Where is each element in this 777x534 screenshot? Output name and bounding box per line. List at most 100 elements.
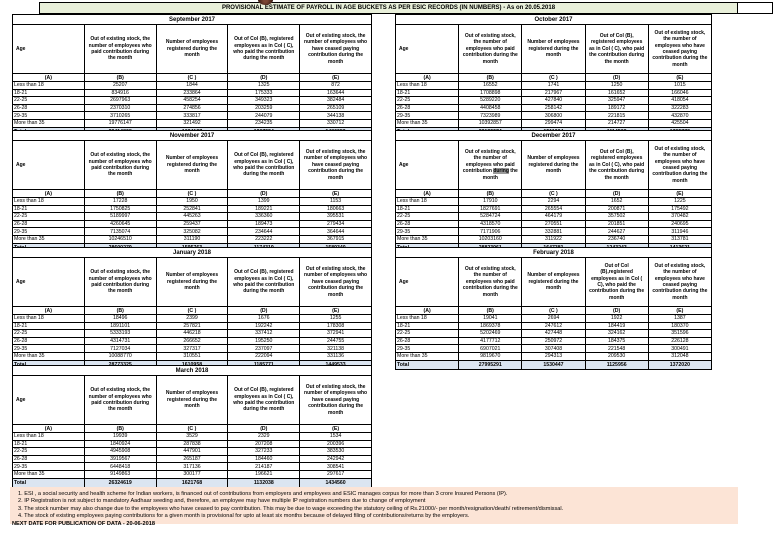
- value-cell: 257821: [155, 321, 229, 331]
- value-cell: 418054: [647, 96, 713, 105]
- table-body: Less than 18 19939 3529 2329 1534 18-21 184092…: [12, 432, 372, 479]
- value-cell: 200871: [584, 204, 649, 214]
- age-bucket-label: 18-21: [12, 204, 85, 214]
- value-cell: 10203160: [458, 234, 523, 244]
- value-cell: 10246510: [83, 234, 157, 244]
- value-cell: 3710265: [83, 111, 157, 120]
- age-bucket-label: More than 35: [12, 118, 85, 128]
- value-cell: 317136: [155, 462, 229, 471]
- value-cell: 6907021: [458, 344, 523, 353]
- column-letter: (A): [12, 306, 85, 315]
- column-header: Number of employees registered during th…: [521, 24, 586, 74]
- table-body: Less than 18 17228 1950 1399 1153 18-21 175082…: [12, 197, 372, 244]
- age-bucket-row: 22-25 5333193 446218 337412 372941: [12, 329, 372, 338]
- value-cell: 370482: [647, 212, 713, 221]
- column-header: Number of employees registered during th…: [155, 24, 229, 74]
- age-bucket-row: 29-35 7135074 325082 234644 364644: [12, 227, 372, 236]
- value-cell: 226128: [647, 336, 713, 346]
- column-letter: (C ): [155, 424, 229, 433]
- age-bucket-row: More than 35 9819670 294313 209530 312048: [394, 351, 713, 361]
- value-cell: 5284724: [458, 212, 523, 221]
- age-bucket-label: 29-35: [12, 111, 85, 120]
- column-header: Out of existing stock, the number of emp…: [299, 375, 372, 425]
- payroll-age-bucket-table: December 2017 Age Out of existing stock, …: [394, 130, 713, 253]
- column-letter-row: (A) (B) (C ) (D) (E): [394, 306, 713, 315]
- value-cell: 395531: [299, 212, 372, 221]
- value-cell: 200396: [299, 439, 372, 449]
- age-bucket-label: 29-35: [394, 111, 460, 120]
- column-letter: (D): [584, 306, 649, 315]
- value-cell: 18496: [83, 314, 157, 323]
- age-bucket-label: 22-25: [394, 96, 460, 105]
- value-cell: 7127034: [83, 344, 157, 353]
- column-letter: (A): [12, 189, 85, 198]
- value-cell: 192242: [227, 321, 301, 331]
- payroll-age-bucket-table: October 2017 Age Out of existing stock, t…: [394, 14, 713, 137]
- value-cell: 5289220: [458, 96, 523, 105]
- age-bucket-row: 29-35 7127034 327317 237097 321138: [12, 344, 372, 353]
- value-cell: 344138: [299, 111, 372, 120]
- value-cell: 175333: [227, 88, 301, 98]
- column-header: Out of existing stock, the number of emp…: [647, 140, 713, 190]
- value-cell: 1922: [584, 314, 649, 323]
- column-header: Out of existing stock, the number of emp…: [299, 24, 372, 74]
- value-cell: 7323989: [458, 111, 523, 120]
- column-header: Out of Col (B), registered employees as …: [227, 140, 301, 190]
- value-cell: 349323: [227, 96, 301, 105]
- value-cell: 279434: [299, 219, 372, 229]
- value-cell: 1869378: [458, 321, 523, 331]
- value-cell: 327233: [227, 447, 301, 456]
- value-cell: 325947: [584, 96, 649, 105]
- table-month-title: November 2017: [12, 130, 372, 141]
- age-bucket-row: 22-25 5284724 464179 357502 370482: [394, 212, 713, 221]
- column-header: Number of employees registered during th…: [155, 257, 229, 307]
- total-row: Total 26324619 1621768 1132038 1434560: [12, 477, 372, 488]
- age-bucket-row: 22-25 2697963 458254 349323 382484: [12, 96, 372, 105]
- value-cell: 357502: [584, 212, 649, 221]
- value-cell: 336360: [227, 212, 301, 221]
- column-header: Out of existing stock, the number of emp…: [458, 24, 523, 74]
- value-cell: 330712: [299, 118, 372, 128]
- column-letter: (D): [227, 189, 301, 198]
- value-cell: 383530: [299, 447, 372, 456]
- value-cell: 16552: [458, 81, 523, 90]
- value-cell: 189221: [227, 204, 301, 214]
- column-letter: (B): [83, 73, 157, 82]
- age-bucket-label: 18-21: [394, 321, 460, 331]
- column-letter: (C ): [521, 73, 586, 82]
- value-cell: 327317: [155, 344, 229, 353]
- column-header-row: Age Out of existing stock, the number of …: [12, 257, 372, 307]
- value-cell: 834916: [83, 88, 157, 98]
- age-bucket-label: 22-25: [394, 329, 460, 338]
- column-header-row: Age Out of existing stock, the number of …: [394, 140, 713, 190]
- value-cell: 306800: [521, 111, 586, 120]
- age-bucket-label: 26-28: [394, 336, 460, 346]
- value-cell: 1708898: [458, 88, 523, 98]
- value-cell: 427448: [521, 329, 586, 338]
- age-bucket-row: 26-28 4260645 259437 189473 279434: [12, 219, 372, 229]
- value-cell: 180663: [299, 204, 372, 214]
- total-row: Total 27995291 1530447 1125956 1372020: [394, 359, 713, 370]
- value-cell: 337412: [227, 329, 301, 338]
- value-cell: 311190: [155, 234, 229, 244]
- value-cell: 464179: [521, 212, 586, 221]
- table-slot-february-2018: February 2018 Age Out of existing stock, …: [394, 247, 713, 370]
- value-cell: 203259: [227, 103, 301, 113]
- value-cell: 372941: [299, 329, 372, 338]
- value-cell: 333817: [155, 111, 229, 120]
- footnote-line: 1. ESI , a social security and health sc…: [18, 491, 508, 497]
- value-cell: 4318570: [458, 219, 523, 229]
- column-header: Age: [394, 140, 460, 190]
- value-cell: 9819670: [458, 351, 523, 361]
- value-cell: 4314731: [83, 336, 157, 346]
- total-label: Total: [12, 477, 85, 488]
- column-letter-row: (A) (B) (C ) (D) (E): [12, 73, 372, 82]
- value-cell: 427840: [521, 96, 586, 105]
- column-header: Out of Col (B),registered employees as i…: [584, 257, 649, 307]
- column-letter: (E): [299, 189, 372, 198]
- value-cell: 265109: [299, 103, 372, 113]
- age-bucket-label: 29-35: [12, 344, 85, 353]
- age-bucket-label: More than 35: [12, 351, 85, 361]
- column-header: Out of existing stock, the number of emp…: [647, 24, 713, 74]
- column-letter: (A): [12, 424, 85, 433]
